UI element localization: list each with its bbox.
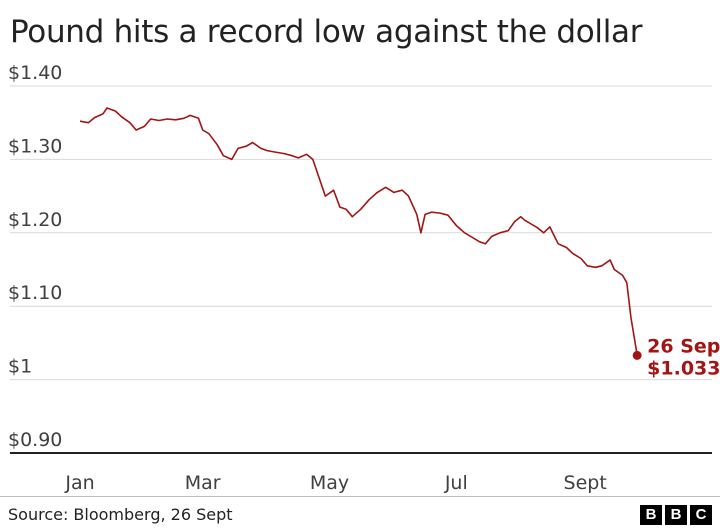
- y-tick-label: $1: [8, 356, 32, 378]
- y-axis-ticks: $1.40 $1.30 $1.20 $1.10 $1 $0.90: [8, 62, 62, 451]
- annotation-label: 26 Sept: [647, 335, 720, 357]
- y-tick-label: $1.20: [8, 209, 62, 231]
- bbc-logo: B B C: [640, 505, 712, 525]
- x-tick-label: Jul: [444, 472, 468, 494]
- footer-divider: [0, 496, 720, 497]
- x-tick-label: May: [310, 472, 349, 494]
- bbc-logo-letter: C: [690, 505, 712, 525]
- annotations: 26 Sept$1.033: [632, 335, 720, 379]
- y-tick-label: $1.10: [8, 282, 62, 304]
- bbc-logo-letter: B: [640, 505, 662, 525]
- x-tick-label: Mar: [185, 472, 221, 494]
- source-note: Source: Bloomberg, 26 Sept: [8, 505, 233, 524]
- y-tick-label: $1.40: [8, 62, 62, 84]
- y-tick-label: $0.90: [8, 429, 62, 451]
- y-tick-label: $1.30: [8, 135, 62, 157]
- x-tick-label: Sept: [564, 472, 607, 494]
- bbc-logo-letter: B: [665, 505, 687, 525]
- x-axis-ticks: Jan Mar May Jul Sept: [64, 472, 606, 494]
- chart-title: Pound hits a record low against the doll…: [10, 14, 643, 50]
- series-line: [79, 107, 638, 356]
- annotation-label: $1.033: [647, 357, 720, 379]
- endpoint-marker: [632, 350, 642, 360]
- gridlines: [10, 85, 712, 454]
- x-tick-label: Jan: [64, 472, 94, 494]
